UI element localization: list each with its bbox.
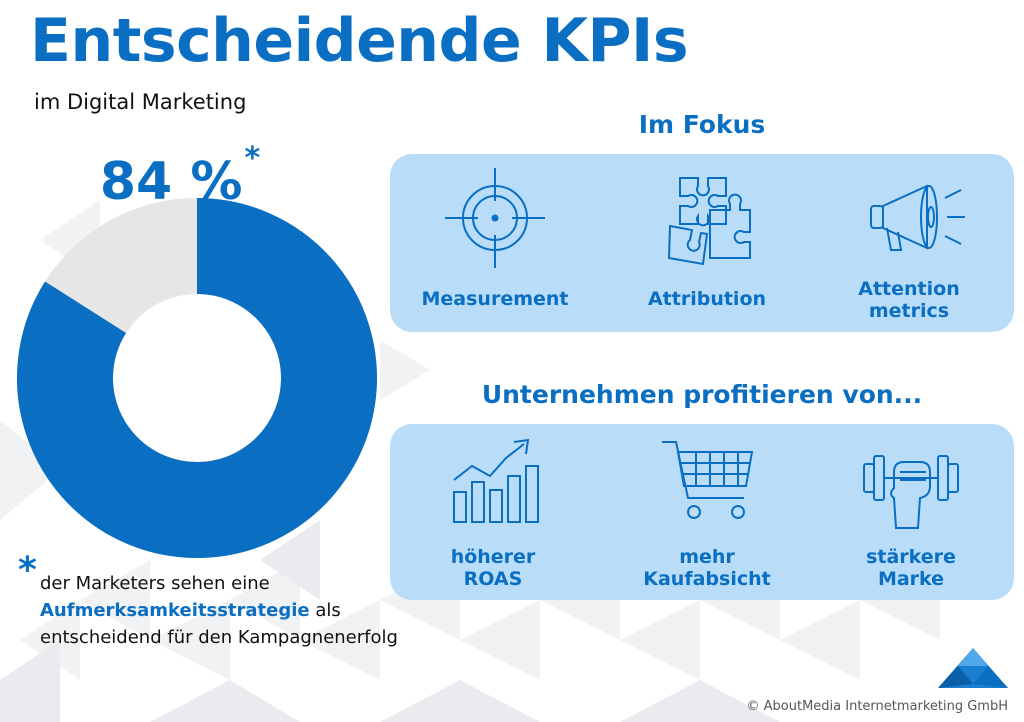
- stat-asterisk: *: [244, 140, 261, 176]
- company-logo: [938, 648, 1008, 688]
- footnote-asterisk: *: [18, 550, 37, 591]
- benefit-item-marke: stärkere Marke: [816, 436, 1006, 596]
- focus-panel: Measurement Attribution Attention metric…: [390, 154, 1014, 332]
- benefit-label-roas-line2: ROAS: [463, 568, 523, 590]
- focus-item-attention: Attention metrics: [814, 168, 1004, 328]
- benefit-item-kaufabsicht: mehr Kaufabsicht: [612, 436, 802, 596]
- crosshair-icon: [445, 168, 545, 268]
- focus-label-attention-line2: metrics: [868, 300, 950, 322]
- benefit-label-marke-line1: stärkere: [866, 546, 956, 568]
- benefits-panel: höherer ROAS mehr Kaufabsicht: [390, 424, 1014, 600]
- footnote-text-after: als: [315, 600, 341, 621]
- footnote-line1: der Marketers sehen eine: [40, 573, 270, 594]
- footnote-line3: entscheidend für den Kampagnenerfolg: [40, 627, 398, 648]
- footnote: der Marketers sehen eine Aufmerksamkeits…: [40, 570, 440, 651]
- benefit-label-kaufabsicht: mehr Kaufabsicht: [612, 546, 802, 590]
- donut-label: 84 % *: [0, 0, 360, 360]
- benefit-label-marke-line2: Marke: [877, 568, 945, 590]
- focus-label-measurement: Measurement: [421, 288, 569, 310]
- puzzle-icon: [667, 177, 751, 266]
- donut-chart: [17, 198, 377, 558]
- stat-value: 84 %: [99, 152, 243, 212]
- focus-label-attention: Attention metrics: [814, 278, 1004, 322]
- focus-item-attribution: Attribution: [612, 168, 802, 328]
- focus-item-measurement: Measurement: [400, 168, 590, 328]
- copyright: © AboutMedia Internetmarketing GmbH: [746, 699, 1009, 714]
- benefit-label-kaufabsicht-line1: mehr: [679, 546, 735, 568]
- benefit-label-roas-line1: höherer: [450, 546, 536, 568]
- megaphone-icon: [870, 184, 965, 251]
- benefit-label-marke: stärkere Marke: [816, 546, 1006, 590]
- benefit-label-kaufabsicht-line2: Kaufabsicht: [643, 568, 771, 590]
- page-title: Entscheidende KPIs: [30, 6, 689, 76]
- benefit-label-roas: höherer ROAS: [398, 546, 588, 590]
- page-subtitle: im Digital Marketing: [34, 90, 247, 114]
- dumbbell-icon: [863, 455, 959, 529]
- growth-chart-icon: [453, 438, 539, 523]
- focus-label-attention-line1: Attention: [858, 278, 960, 300]
- benefits-title: Unternehmen profitieren von...: [481, 380, 923, 409]
- focus-title: Im Fokus: [638, 110, 766, 139]
- footnote-highlight: Aufmerksamkeitsstrategie: [40, 600, 310, 621]
- donut-filled-arc: [17, 198, 377, 558]
- benefit-item-roas: höherer ROAS: [398, 436, 588, 596]
- focus-label-attribution: Attribution: [647, 288, 767, 310]
- shopping-cart-icon: [662, 441, 754, 519]
